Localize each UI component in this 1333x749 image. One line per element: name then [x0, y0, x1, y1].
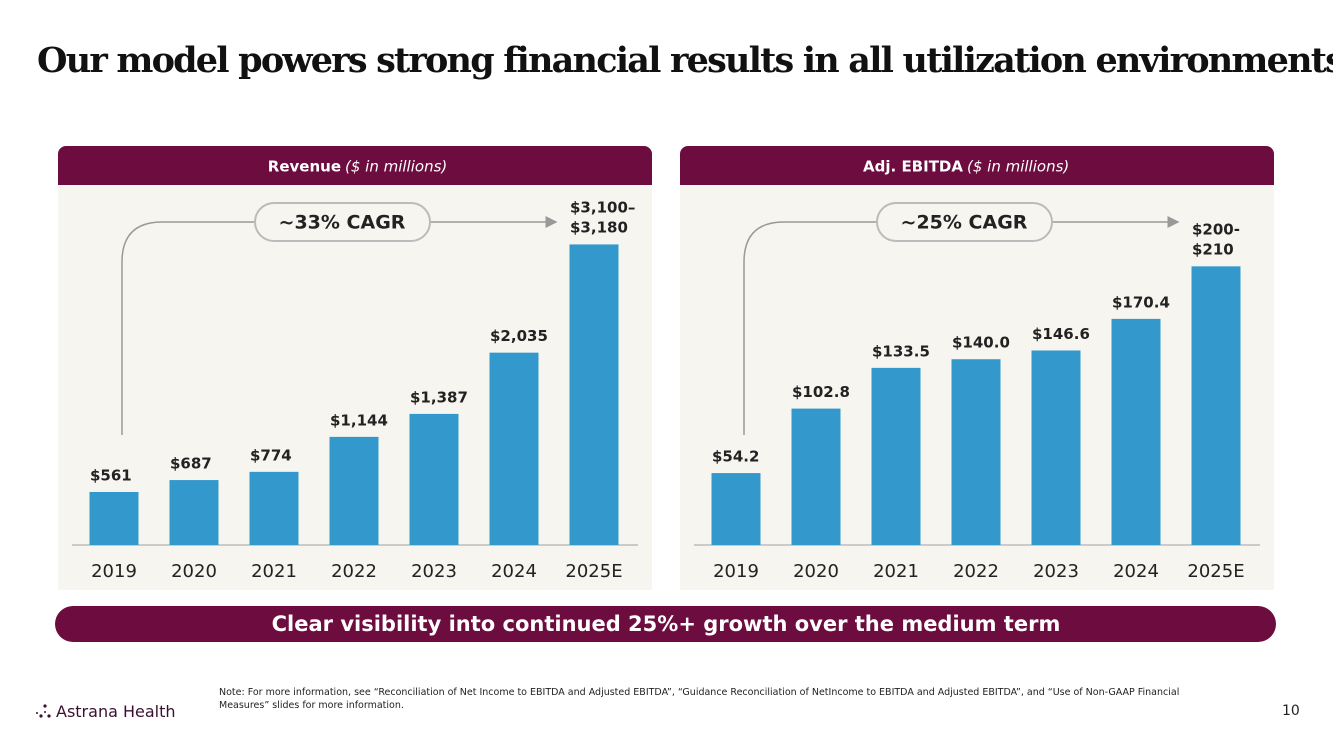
x-tick-label: 2022 [331, 561, 377, 582]
banner [55, 606, 1276, 642]
value-label: $774 [250, 446, 292, 464]
logo-icon [36, 704, 51, 718]
bar [1111, 318, 1161, 545]
x-tick-label: 2025E [1187, 561, 1244, 582]
bar [409, 413, 459, 545]
cagr-arrow [121, 221, 255, 435]
bar [711, 473, 761, 545]
x-tick-label: 2025E [565, 561, 622, 582]
panel-title: Revenue [268, 158, 341, 176]
x-tick-label: 2024 [491, 561, 537, 582]
x-tick-label: 2020 [171, 561, 217, 582]
cagr-label: ~25% CAGR [901, 212, 1028, 234]
slide-title: Our model powers strong financial result… [37, 40, 1333, 81]
cagr-pill [876, 202, 1053, 242]
x-tick-label: 2021 [873, 561, 919, 582]
cagr-arrow [743, 221, 877, 435]
value-label: $54.2 [712, 448, 759, 466]
x-tick-label: 2024 [1113, 561, 1159, 582]
value-label: $200-$210 [1192, 220, 1240, 258]
panel-subtitle: ($ in millions) [967, 158, 1069, 176]
value-label: $170.4 [1112, 293, 1170, 311]
panel-subtitle: ($ in millions) [345, 158, 447, 176]
banner-text: Clear visibility into continued 25%+ gro… [272, 612, 1061, 636]
cagr-label: ~33% CAGR [279, 212, 406, 234]
value-label: $1,144 [330, 411, 388, 429]
x-tick-label: 2023 [411, 561, 457, 582]
value-label: $1,387 [410, 388, 468, 406]
bar [169, 480, 219, 545]
panel-header-foot [58, 172, 652, 185]
panel-header-foot [680, 172, 1274, 185]
value-label: $146.6 [1032, 325, 1090, 343]
value-label: $133.5 [872, 342, 930, 360]
bar [249, 471, 299, 545]
x-tick-label: 2019 [713, 561, 759, 582]
bar [791, 408, 841, 545]
bar [871, 367, 921, 545]
bar [951, 359, 1001, 545]
bar [1191, 266, 1241, 545]
bar [1031, 350, 1081, 545]
footnote: Note: For more information, see “Reconci… [219, 687, 1180, 711]
x-tick-label: 2023 [1033, 561, 1079, 582]
x-tick-label: 2021 [251, 561, 297, 582]
bar [569, 244, 619, 545]
page-number: 10 [1282, 703, 1300, 719]
bar [89, 491, 139, 545]
panel-title: Adj. EBITDA [863, 158, 963, 176]
value-label: $2,035 [490, 327, 548, 345]
value-label: $687 [170, 455, 212, 473]
logo: Astrana Health [56, 702, 176, 721]
bar [329, 436, 379, 545]
x-tick-label: 2019 [91, 561, 137, 582]
bar [489, 352, 539, 545]
cagr-pill [254, 202, 431, 242]
x-tick-label: 2022 [953, 561, 999, 582]
value-label: $140.0 [952, 334, 1010, 352]
value-label: $3,100– $3,180 [570, 198, 635, 236]
x-tick-label: 2020 [793, 561, 839, 582]
value-label: $102.8 [792, 383, 850, 401]
value-label: $561 [90, 466, 132, 484]
